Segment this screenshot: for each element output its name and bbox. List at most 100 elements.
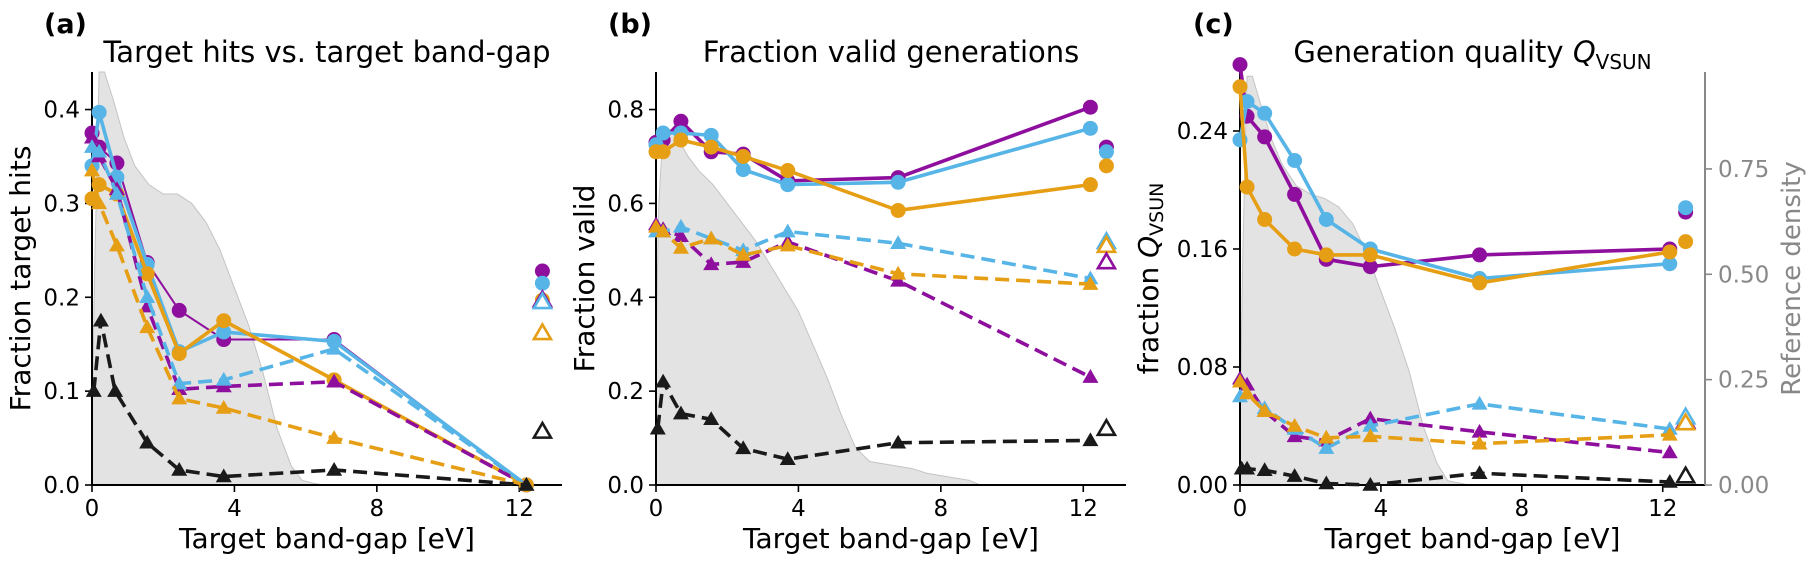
data-point (139, 289, 156, 304)
data-point (1662, 244, 1678, 260)
data-point (655, 125, 671, 141)
y-tick-label: 0.16 (1177, 237, 1228, 263)
data-point (890, 434, 907, 449)
data-point (1662, 256, 1678, 272)
series-black-dashed (1233, 460, 1678, 491)
series-orange-dashed (84, 162, 535, 491)
reference-marker (1678, 200, 1694, 216)
right-y-tick-label: 0.75 (1718, 157, 1769, 183)
data-point (1472, 247, 1488, 263)
data-point (780, 177, 796, 193)
reference-marker (1674, 411, 1697, 431)
right-y-tick-label: 0.50 (1718, 262, 1769, 288)
reference-density-area (1239, 75, 1487, 486)
series-line (90, 110, 528, 487)
data-point (84, 162, 100, 177)
x-tick-label: 4 (1374, 496, 1389, 522)
data-point (1257, 212, 1273, 227)
x-tick-label: 8 (1514, 496, 1529, 522)
data-point (1471, 465, 1488, 479)
reference-marker (1098, 144, 1114, 160)
data-point (1287, 241, 1303, 257)
data-point (171, 302, 187, 318)
reference-marker (534, 263, 550, 279)
data-point (649, 420, 666, 435)
x-axis-label: Target band-gap [eV] (178, 522, 475, 555)
data-point (215, 468, 232, 483)
series-orange-dashed (648, 218, 1099, 290)
reference-marker (534, 275, 550, 291)
reference-marker (1095, 250, 1118, 270)
data-point (107, 383, 124, 397)
data-point (1082, 432, 1099, 447)
data-point (703, 139, 719, 155)
y-tick-label: 0.24 (1177, 119, 1228, 145)
panel-label: (b) (608, 9, 652, 40)
x-tick-label: 0 (85, 496, 100, 522)
data-point (1082, 120, 1098, 136)
reference-marker (1678, 234, 1694, 250)
y-tick-label: 0.6 (607, 191, 644, 217)
data-point (703, 411, 720, 426)
data-point (673, 113, 689, 129)
data-point (216, 324, 232, 340)
chart-title: Target hits vs. target band-gap (102, 35, 550, 69)
data-point (890, 265, 907, 280)
data-point (735, 247, 752, 261)
data-point (1082, 369, 1099, 383)
data-point (655, 223, 672, 238)
right-axis-label: Reference density (1777, 161, 1807, 396)
data-point (108, 186, 125, 200)
x-tick-label: 12 (505, 496, 534, 522)
data-point (1257, 105, 1273, 121)
panel-3: 0 4 8 12 0.00 0.08 0.16 0.24 0.00 0.25 0.50 0.75 Ref… (1132, 9, 1807, 555)
data-point (216, 313, 232, 329)
reference-marker (531, 321, 554, 341)
data-point (1471, 423, 1488, 438)
data-point (703, 230, 720, 245)
x-tick-label: 0 (649, 496, 664, 522)
chart-title: Generation quality QVSUN (1293, 35, 1651, 74)
y-axis-label: Fraction target hits (4, 146, 37, 412)
reference-marker (531, 290, 554, 310)
x-tick-label: 12 (1648, 496, 1677, 522)
data-point (84, 129, 100, 144)
data-point (1239, 94, 1255, 109)
y-axis-label: Fraction valid (568, 185, 601, 373)
data-point (326, 430, 343, 444)
panel-2: 0 4 8 12 0.0 0.2 0.4 0.6 0.8 (b) Fraction valid ge… (568, 9, 1126, 555)
data-point (91, 143, 108, 158)
series-black-dashed (649, 373, 1099, 465)
data-point (1661, 426, 1678, 441)
chart-title: Fraction valid generations (703, 35, 1079, 69)
x-tick-label: 4 (227, 496, 242, 522)
data-point (890, 174, 906, 190)
data-point (1232, 57, 1248, 73)
data-point (139, 266, 155, 282)
data-point (1232, 373, 1248, 388)
x-axis-label: Target band-gap [eV] (1324, 522, 1621, 555)
x-tick-label: 4 (791, 496, 806, 522)
data-point (215, 371, 232, 386)
y-axis-label: fraction QVSUN (1132, 183, 1168, 375)
data-point (1256, 462, 1273, 477)
data-point (655, 144, 671, 160)
panel-1: 0 4 8 12 0.0 0.1 0.2 0.3 0.4 (a) Target hits vs. t… (4, 9, 562, 555)
data-point (890, 202, 906, 218)
data-point (703, 127, 719, 143)
data-point (1362, 428, 1379, 443)
data-point (779, 223, 796, 238)
reference-markers (531, 263, 554, 439)
data-point (518, 477, 535, 491)
y-tick-label: 0.0 (43, 473, 80, 499)
data-point (1362, 247, 1378, 263)
data-point (1286, 418, 1303, 432)
y-tick-label: 0.4 (607, 285, 644, 311)
data-point (703, 256, 720, 271)
data-point (139, 319, 156, 334)
reference-marker (1095, 417, 1118, 437)
data-point (326, 340, 343, 355)
data-point (326, 373, 343, 388)
data-point (1318, 429, 1335, 444)
